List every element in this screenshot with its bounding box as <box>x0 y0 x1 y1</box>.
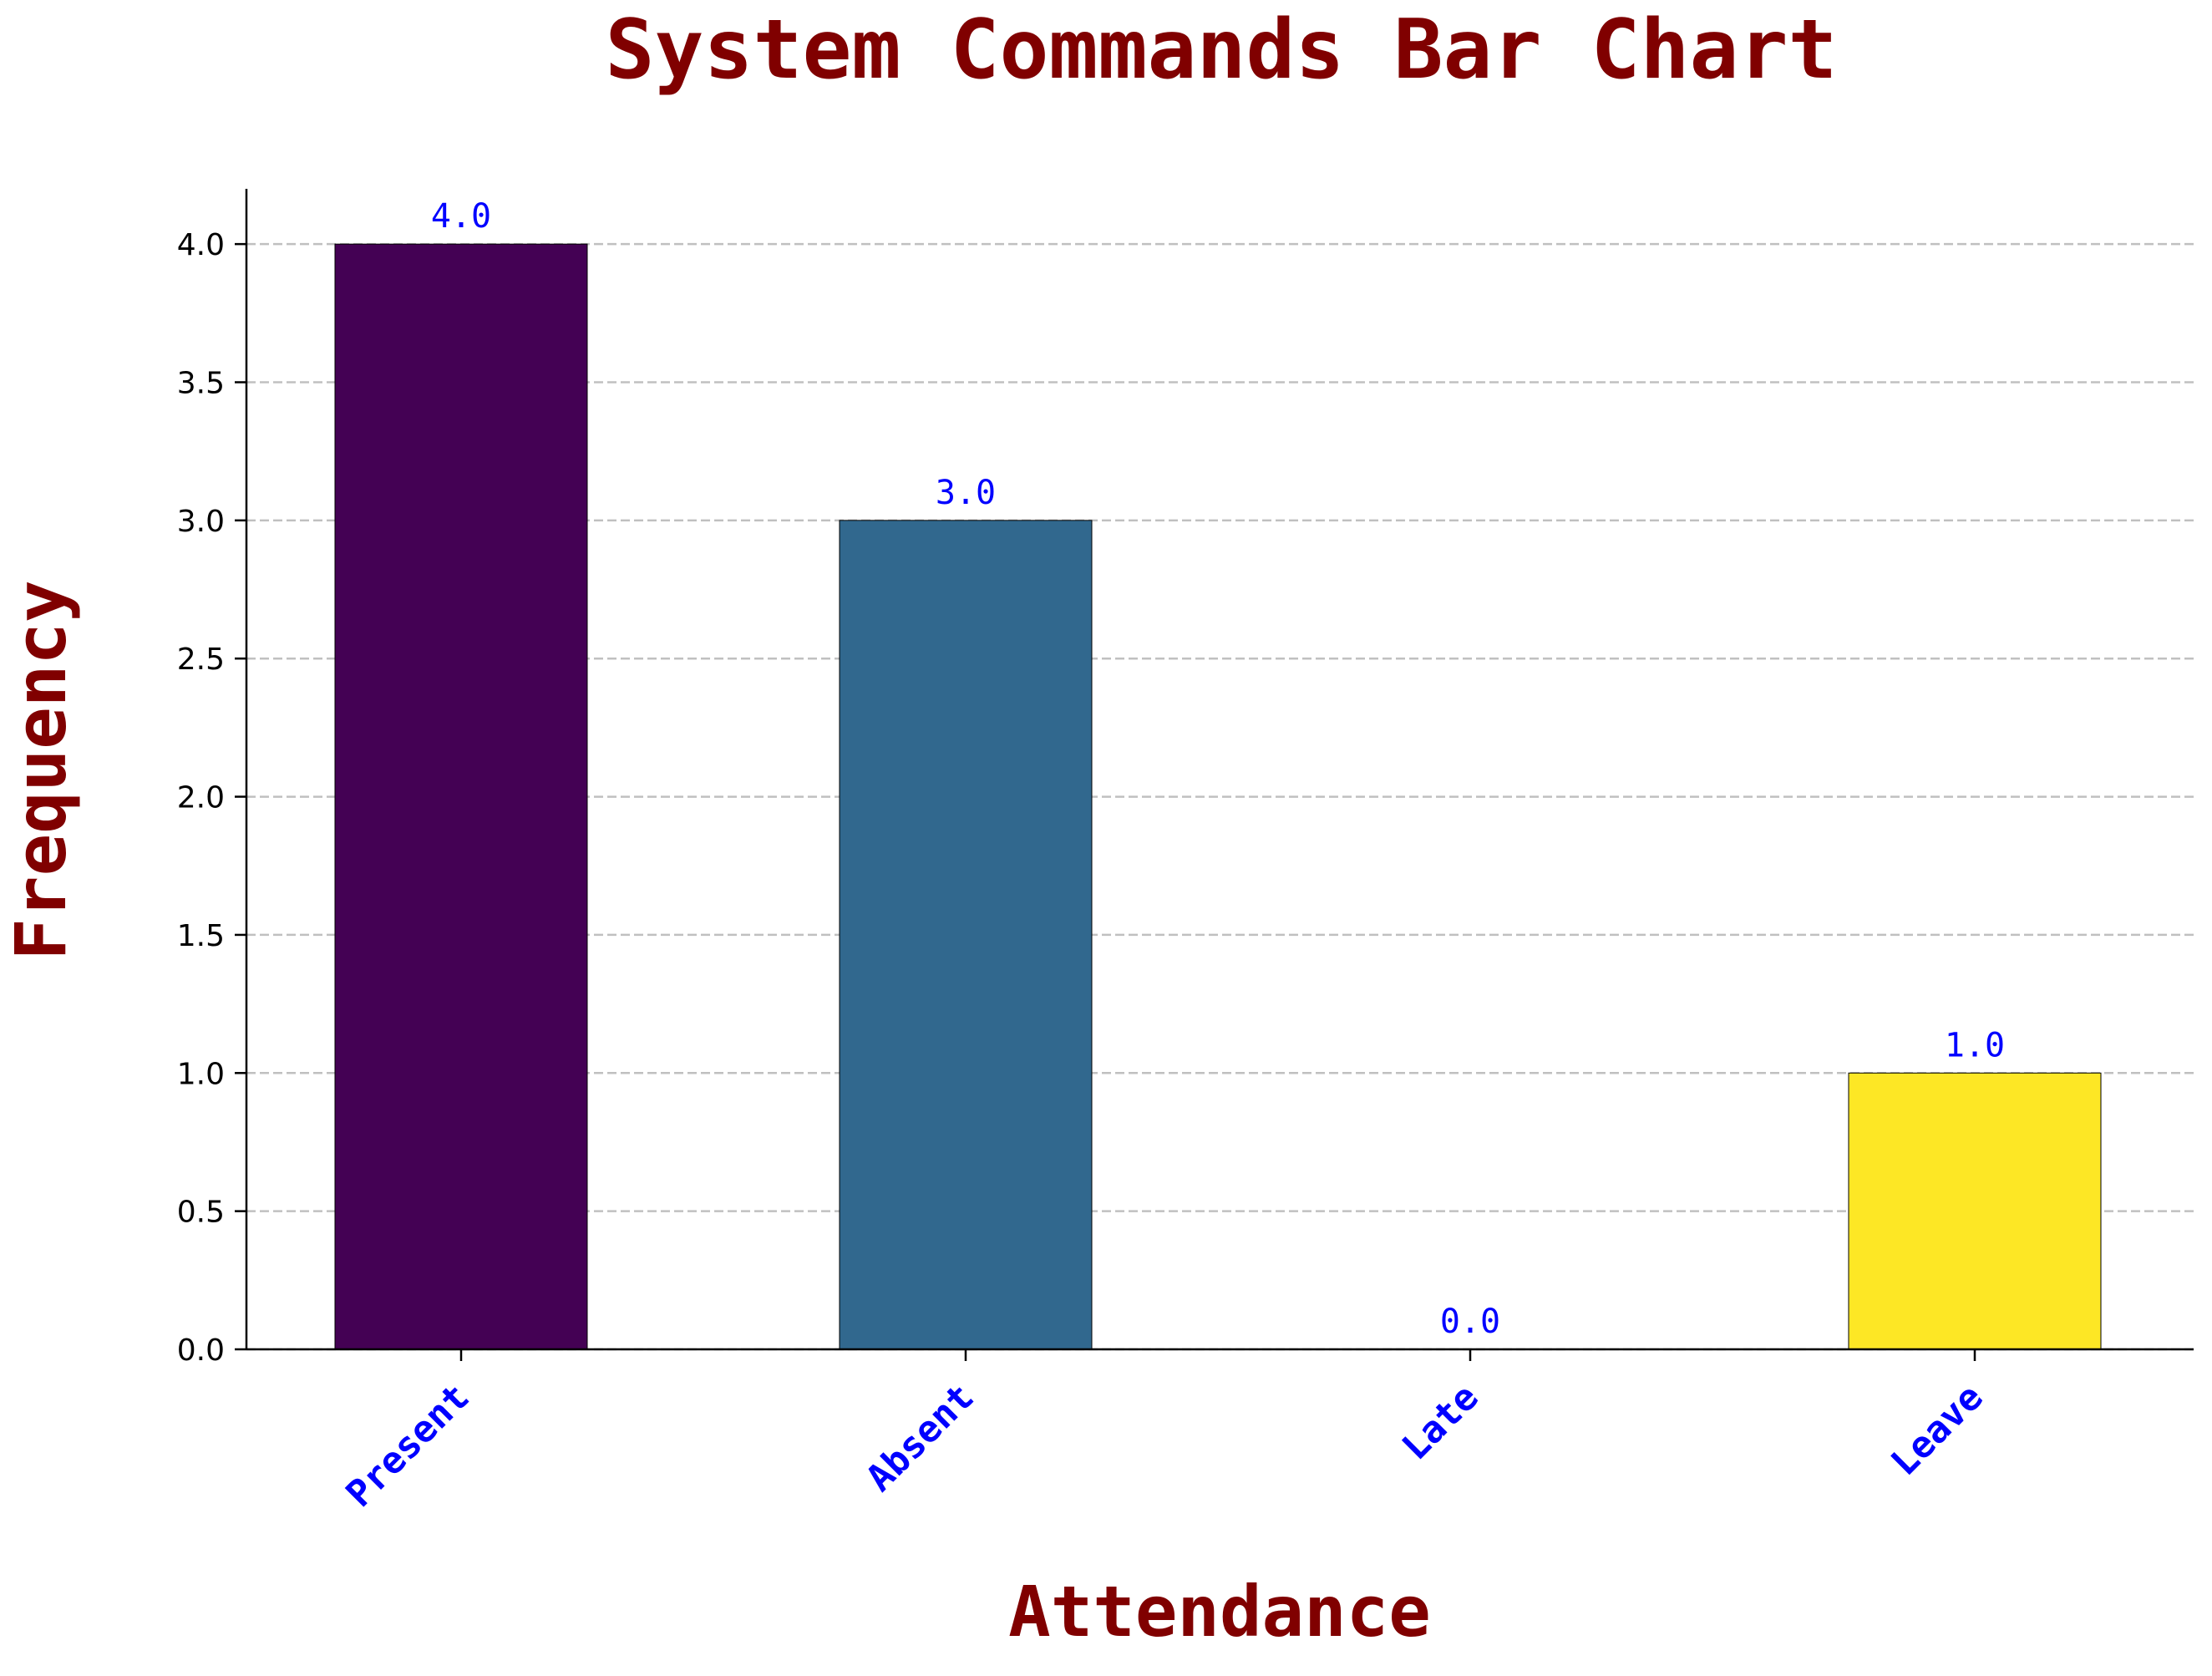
y-tick-label: 1.5 <box>177 919 225 953</box>
x-tick-label: Present <box>338 1376 478 1516</box>
y-tick-label: 3.0 <box>177 505 225 539</box>
bars <box>334 243 2102 1350</box>
value-label: 1.0 <box>1945 1026 2005 1064</box>
x-tick-label: Late <box>1394 1376 1487 1469</box>
x-axis-label: Attendance <box>1008 1571 1431 1653</box>
y-tick-label: 1.0 <box>177 1057 225 1091</box>
chart-title: System Commands Bar Chart <box>605 3 1837 98</box>
y-tick-label: 4.0 <box>177 228 225 262</box>
value-labels: 4.0 3.0 0.0 1.0 <box>431 197 2005 1341</box>
y-ticks: 0.0 0.5 1.0 1.5 2.0 2.5 3.0 3.5 4.0 <box>177 228 246 1368</box>
value-label: 4.0 <box>431 197 491 236</box>
y-tick-label: 2.5 <box>177 642 225 677</box>
y-axis-label: Frequency <box>0 580 82 960</box>
x-tick-label: Leave <box>1883 1376 1991 1485</box>
y-tick-label: 0.0 <box>177 1333 225 1368</box>
x-ticks: Present Absent Late Leave <box>338 1349 1991 1516</box>
y-tick-label: 0.5 <box>177 1196 225 1230</box>
value-label: 0.0 <box>1440 1303 1500 1341</box>
x-tick-label: Absent <box>858 1376 982 1500</box>
y-tick-label: 2.0 <box>177 781 225 815</box>
value-label: 3.0 <box>936 474 996 512</box>
bar-leave <box>1848 1072 2102 1350</box>
bar-absent <box>839 520 1093 1350</box>
bar-present <box>334 243 588 1350</box>
y-tick-label: 3.5 <box>177 367 225 401</box>
